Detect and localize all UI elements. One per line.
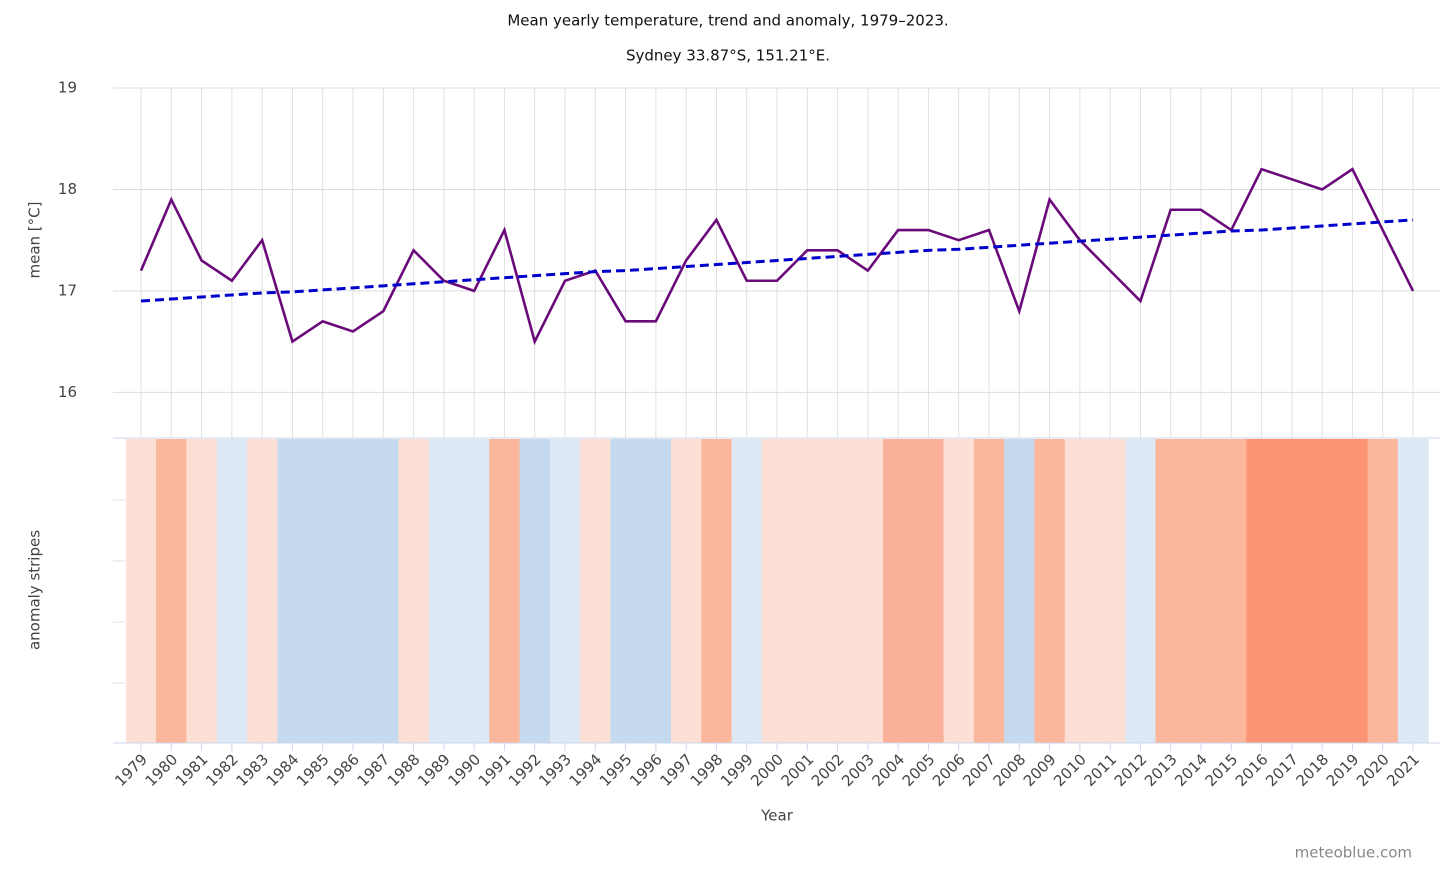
x-tick-label: 1985	[293, 750, 333, 790]
anomaly-stripe	[337, 439, 369, 743]
x-tick-label: 1987	[354, 750, 394, 790]
anomaly-stripe	[610, 439, 642, 743]
anomaly-stripe	[701, 439, 733, 743]
x-tick-label: 1990	[444, 750, 484, 790]
anomaly-stripe	[640, 439, 672, 743]
x-tick-label: 2019	[1323, 750, 1363, 790]
x-tick-label: 2020	[1353, 750, 1393, 790]
anomaly-stripe	[1307, 439, 1338, 743]
x-tick-label: 2016	[1232, 750, 1272, 790]
y-axis-label: anomaly stripes	[26, 530, 44, 650]
anomaly-stripe	[1216, 439, 1247, 743]
anomaly-stripe	[549, 439, 581, 743]
x-tick-label: 2012	[1111, 750, 1151, 790]
x-tick-label: 2006	[929, 750, 969, 790]
data-line	[140, 218, 1414, 303]
anomaly-stripe	[489, 439, 521, 743]
data-line	[139, 167, 1415, 346]
anomaly-stripe	[1185, 439, 1217, 743]
anomaly-stripe	[1125, 439, 1157, 743]
anomaly-stripe	[822, 439, 854, 743]
chart-subtitle: Sydney 33.87°S, 151.21°E.	[626, 47, 830, 65]
watermark: meteoblue.com	[1295, 844, 1412, 862]
x-tick-label: 1999	[717, 750, 757, 790]
anomaly-stripe	[943, 439, 975, 743]
x-tick-label: 2008	[990, 750, 1030, 790]
x-tick-label: 2021	[1383, 750, 1423, 790]
x-tick-label: 1998	[687, 750, 727, 790]
x-tick-label: 1982	[202, 750, 242, 790]
x-tick-label: 2005	[899, 750, 939, 790]
y-tick-label: 18	[58, 180, 77, 198]
x-tick-label: 2015	[1202, 750, 1242, 790]
anomaly-stripe	[973, 439, 1005, 743]
x-tick-label: 1992	[505, 750, 545, 790]
x-tick-label: 1996	[626, 750, 666, 790]
x-tick-label: 2014	[1171, 750, 1211, 790]
x-tick-label: 2009	[1020, 750, 1060, 790]
x-tick-label: 1994	[566, 750, 606, 790]
x-tick-label: 1979	[111, 750, 151, 790]
y-tick-label: 16	[58, 383, 77, 401]
x-axis-label: Year	[760, 807, 794, 825]
x-tick-label: 1997	[656, 750, 696, 790]
chart-title: Mean yearly temperature, trend and anoma…	[507, 12, 948, 30]
x-tick-label: 1991	[475, 750, 515, 790]
y-tick-label: 19	[58, 79, 77, 97]
x-tick-label: 1986	[323, 750, 363, 790]
anomaly-stripe	[580, 439, 611, 743]
anomaly-stripe	[368, 439, 399, 743]
x-tick-label: 1995	[596, 750, 636, 790]
anomaly-stripe	[1246, 439, 1278, 743]
anomaly-stripe	[1095, 439, 1126, 743]
x-tick-label: 1980	[142, 750, 182, 790]
anomaly-stripe	[761, 439, 793, 743]
anomaly-stripe	[1034, 439, 1066, 743]
x-tick-label: 2018	[1292, 750, 1332, 790]
x-tick-label: 2001	[778, 750, 818, 790]
x-tick-label: 2000	[747, 750, 787, 790]
anomaly-stripe	[1004, 439, 1035, 743]
anomaly-stripe	[247, 439, 278, 743]
anomaly-stripe	[1276, 439, 1308, 743]
x-tick-label: 1993	[535, 750, 575, 790]
anomaly-stripe	[1155, 439, 1187, 743]
anomaly-stripe	[459, 439, 490, 743]
x-tick-label: 1988	[384, 750, 424, 790]
anomaly-stripe	[1064, 439, 1096, 743]
y-tick-label: 17	[58, 281, 77, 299]
x-tick-label: 1981	[172, 750, 212, 790]
anomaly-stripe	[186, 439, 218, 743]
x-tick-label: 2003	[838, 750, 878, 790]
anomaly-stripe	[277, 439, 309, 743]
anomaly-stripe	[216, 439, 248, 743]
x-tick-label: 1983	[232, 750, 272, 790]
anomaly-stripe	[731, 439, 763, 743]
x-tick-label: 2004	[868, 750, 908, 790]
anomaly-stripe	[792, 439, 823, 743]
anomaly-stripe	[398, 439, 430, 743]
x-tick-label: 1984	[263, 750, 303, 790]
anomaly-stripe	[156, 439, 187, 743]
anomaly-stripe	[125, 439, 157, 743]
x-tick-label: 2010	[1050, 750, 1090, 790]
anomaly-stripe	[852, 439, 884, 743]
x-tick-label: 2007	[959, 750, 999, 790]
anomaly-stripe	[428, 439, 460, 743]
y-axis-label: mean [°C]	[26, 202, 44, 279]
x-tick-label: 1989	[414, 750, 454, 790]
anomaly-stripe	[1337, 439, 1369, 743]
x-tick-label: 2011	[1080, 750, 1120, 790]
anomaly-stripe	[1397, 439, 1429, 743]
x-tick-label: 2002	[808, 750, 848, 790]
x-tick-label: 2013	[1141, 750, 1181, 790]
anomaly-stripe	[519, 439, 551, 743]
anomaly-stripe	[307, 439, 339, 743]
anomaly-stripe	[913, 439, 945, 743]
anomaly-stripe	[671, 439, 702, 743]
anomaly-stripe	[1367, 439, 1399, 743]
x-tick-label: 2017	[1262, 750, 1302, 790]
anomaly-stripe	[883, 439, 914, 743]
